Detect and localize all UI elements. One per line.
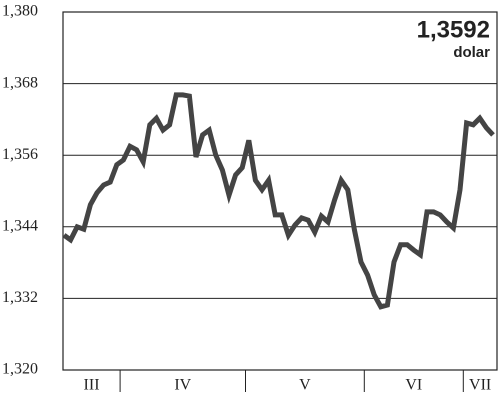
x-tick-label: III	[84, 377, 100, 394]
x-tick-label: VI	[405, 377, 422, 394]
y-tick-label: 1,380	[2, 3, 38, 20]
y-tick-label: 1,344	[2, 217, 38, 234]
x-tick-label: IV	[174, 377, 191, 394]
x-tick-label: VII	[469, 377, 491, 394]
x-tick-label: V	[299, 377, 311, 394]
y-tick-label: 1,368	[2, 74, 38, 91]
y-tick-label: 1,356	[2, 146, 38, 163]
line	[62, 92, 495, 310]
annotation-unit: dolar	[453, 44, 490, 61]
plot-frame	[62, 11, 498, 371]
y-tick-label: 1,332	[2, 289, 38, 306]
y-tick-label: 1,320	[2, 361, 38, 378]
annotation: 1,3592	[417, 16, 490, 43]
